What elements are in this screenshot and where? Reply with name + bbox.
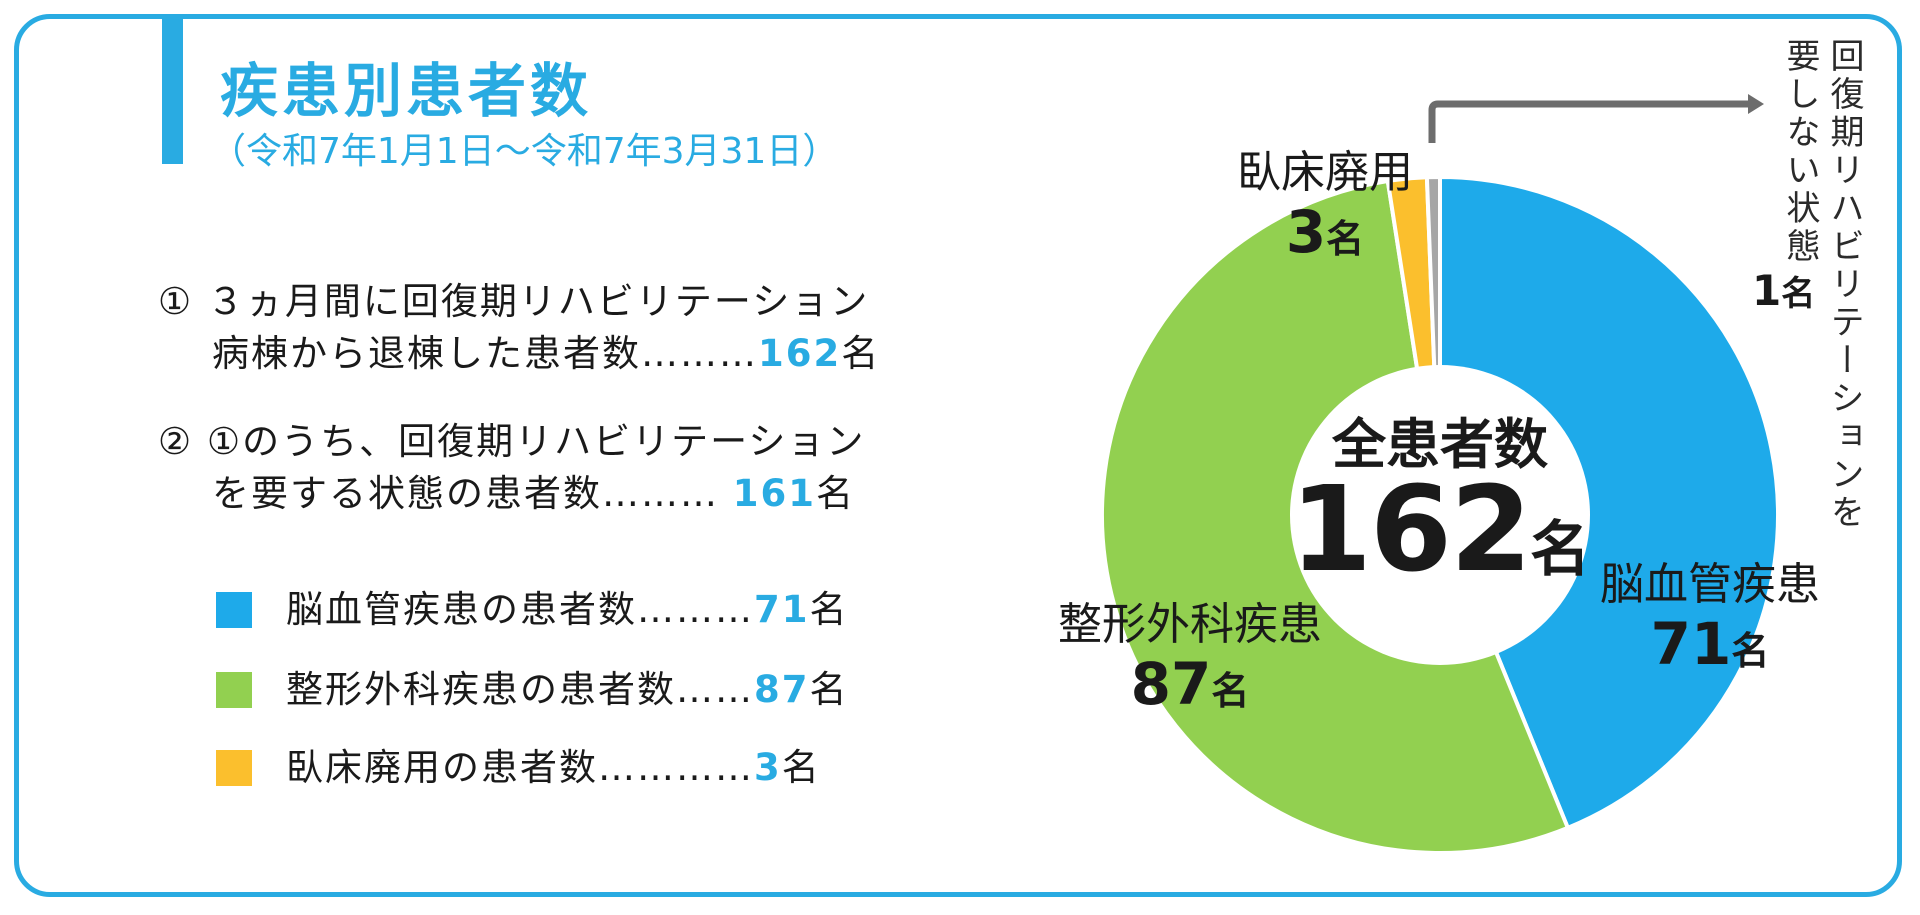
slice-label-disuse: 臥床廃用 3名	[1225, 147, 1425, 266]
slice-value-cerebrovascular: 71	[1650, 609, 1732, 678]
slice-unit-disuse: 名	[1326, 216, 1365, 261]
slice-unit-cerebrovascular: 名	[1731, 628, 1770, 673]
stat-item-1-unit: 名	[841, 332, 881, 375]
slice-value-no-rehab: 1	[1752, 266, 1782, 315]
slice-value-disuse: 3	[1285, 197, 1327, 266]
stat-item-2-text1: ①のうち、回復期リハビリテーション	[206, 420, 866, 463]
period-subtitle: （令和7年1月1日～令和7年3月31日）	[210, 131, 839, 172]
slice-value-orthopedic: 87	[1130, 649, 1212, 718]
callout-arrowhead	[1748, 94, 1764, 114]
slice-name-cerebrovascular: 脳血管疾患	[1600, 559, 1820, 610]
stat-item-1-text1: ３ヵ月間に回復期リハビリテーション	[206, 280, 870, 323]
slice-label-orthopedic: 整形外科疾患 87名	[1040, 599, 1340, 718]
legend-label-orthopedic: 整形外科疾患の患者数……	[286, 668, 754, 711]
legend-unit-orthopedic: 名	[809, 668, 849, 711]
donut-hole	[1290, 365, 1590, 665]
card-frame	[14, 14, 1902, 897]
slice-name-orthopedic: 整形外科疾患	[1058, 599, 1322, 650]
legend-cerebrovascular: 脳血管疾患の患者数……… 71 名	[216, 588, 849, 632]
center-total-unit: 名	[1530, 515, 1591, 585]
page-title: 疾患別患者数	[220, 57, 593, 125]
stat-item-1-line2: 病棟から退棟した患者数………162名	[158, 328, 880, 380]
center-total-value: 162	[1289, 460, 1532, 598]
stat-item-1-line1: ① ３ヵ月間に回復期リハビリテーション	[158, 276, 880, 328]
title-accent-bar	[162, 18, 183, 164]
legend-orthopedic: 整形外科疾患の患者数…… 87 名	[216, 668, 849, 712]
stat-item-1-value: 162	[758, 332, 842, 375]
slice-label-no-rehab: 1名	[1752, 266, 1815, 315]
legend-unit-disuse: 名	[781, 746, 821, 789]
legend-value-disuse: 3	[754, 746, 782, 789]
slice-name-disuse: 臥床廃用	[1237, 147, 1413, 198]
stat-item-2-line1: ② ①のうち、回復期リハビリテーション	[158, 416, 865, 468]
no-rehab-label-line2: 要しない状態	[1780, 38, 1820, 266]
stat-item-2-marker: ②	[158, 420, 194, 463]
stat-item-2: ② ①のうち、回復期リハビリテーション を要する状態の患者数……… 161名	[158, 416, 865, 520]
center-total: 162名	[1280, 460, 1600, 598]
no-rehab-label-line1: 回復期リハビリテーションを	[1824, 38, 1864, 532]
legend-value-cerebrovascular: 71	[754, 588, 810, 631]
stat-item-2-line2: を要する状態の患者数……… 161名	[158, 468, 865, 520]
legend-swatch-orthopedic	[216, 672, 252, 708]
callout-line	[1428, 100, 1752, 143]
stat-item-1-marker: ①	[158, 280, 194, 323]
slice-unit-no-rehab: 名	[1781, 274, 1816, 314]
slice-unit-orthopedic: 名	[1211, 668, 1250, 713]
stat-item-2-value: 161	[732, 472, 816, 515]
legend-swatch-cerebrovascular	[216, 592, 252, 628]
stat-item-1: ① ３ヵ月間に回復期リハビリテーション 病棟から退棟した患者数………162名	[158, 276, 880, 380]
legend-swatch-disuse	[216, 750, 252, 786]
legend-label-disuse: 臥床廃用の患者数…………	[286, 746, 754, 789]
legend-unit-cerebrovascular: 名	[809, 588, 849, 631]
stat-item-2-unit: 名	[816, 472, 855, 515]
stat-item-1-text2: 病棟から退棟した患者数………	[212, 332, 758, 375]
stat-item-2-text2: を要する状態の患者数………	[212, 472, 733, 515]
legend-value-orthopedic: 87	[754, 668, 810, 711]
slice-cerebrovascular	[1438, 174, 1780, 831]
legend-label-cerebrovascular: 脳血管疾患の患者数………	[286, 588, 754, 631]
center-title: 全患者数	[1332, 413, 1548, 476]
slice-label-cerebrovascular: 脳血管疾患 71名	[1580, 559, 1840, 678]
